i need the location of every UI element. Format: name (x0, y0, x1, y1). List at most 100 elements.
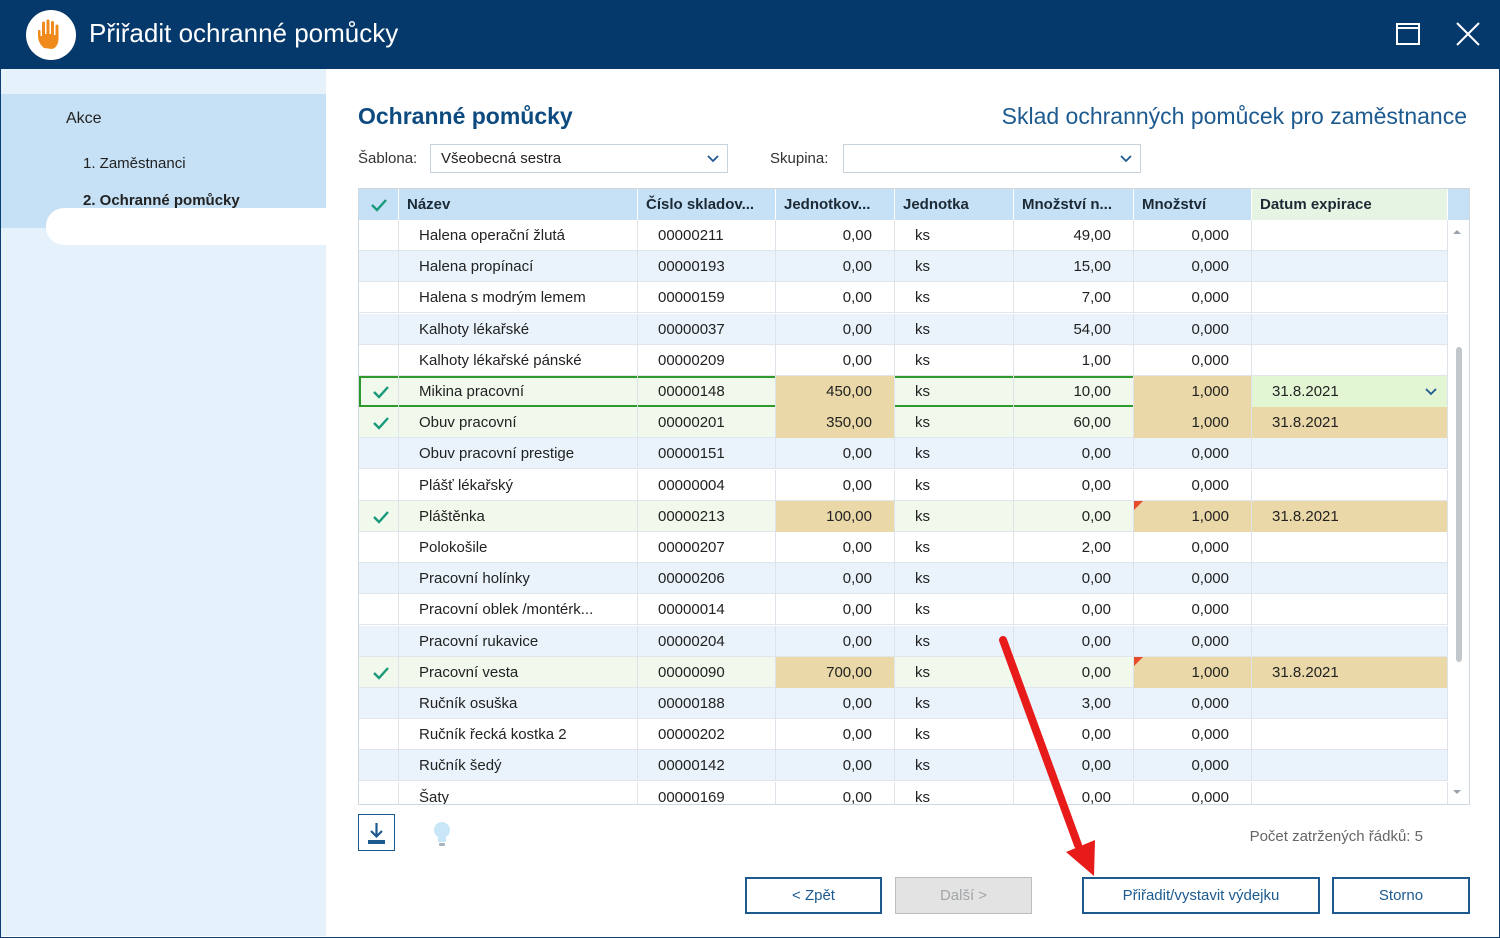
table-row[interactable]: Ručník šedý 00000142 0,00 ks 0,00 0,000 (359, 750, 1448, 782)
cell-number[interactable]: 00000014 (638, 594, 776, 626)
cell-unit[interactable]: ks (895, 656, 1014, 688)
cell-qty[interactable]: 0,000 (1134, 781, 1252, 804)
column-header-name[interactable]: Název (399, 189, 638, 220)
close-icon[interactable] (1448, 14, 1488, 54)
cell-stock-qty[interactable]: 0,00 (1014, 438, 1134, 470)
row-checkbox[interactable] (359, 532, 399, 563)
table-row[interactable]: Pláštěnka 00000213 100,00 ks 0,00 1,000 31.8.2… (359, 500, 1448, 532)
cell-unit-price[interactable]: 0,00 (776, 594, 895, 626)
cell-name[interactable]: Halena s modrým lemem (399, 282, 638, 314)
cell-qty[interactable]: 0,000 (1134, 313, 1252, 345)
cell-unit[interactable]: ks (895, 344, 1014, 376)
cell-number[interactable]: 00000169 (638, 781, 776, 804)
row-checkbox[interactable] (359, 344, 399, 376)
table-row[interactable]: Halena s modrým lemem 00000159 0,00 ks 7,00 0… (359, 282, 1448, 314)
cell-unit[interactable]: ks (895, 781, 1014, 804)
cell-name[interactable]: Halena propínací (399, 251, 638, 283)
sidebar-item-protective-equipment[interactable]: 2. Ochranné pomůcky (83, 192, 240, 209)
cell-stock-qty[interactable]: 0,00 (1014, 781, 1134, 804)
cell-unit[interactable]: ks (895, 220, 1014, 251)
table-row[interactable]: Kalhoty lékařské pánské 00000209 0,00 ks 1,0… (359, 344, 1448, 376)
cell-unit[interactable]: ks (895, 376, 1014, 407)
cell-qty[interactable]: 0,000 (1134, 563, 1252, 595)
cell-number[interactable]: 00000148 (638, 376, 776, 407)
maximize-icon[interactable] (1388, 14, 1428, 54)
cell-qty[interactable]: 0,000 (1134, 750, 1252, 782)
cell-number[interactable]: 00000159 (638, 282, 776, 314)
row-checkbox[interactable] (359, 781, 399, 804)
cell-unit-price[interactable]: 0,00 (776, 532, 895, 563)
cell-expiry[interactable] (1252, 719, 1448, 751)
row-checkbox[interactable] (359, 563, 399, 595)
cell-number[interactable]: 00000211 (638, 220, 776, 251)
cell-qty[interactable]: 0,000 (1134, 532, 1252, 563)
cell-unit[interactable]: ks (895, 500, 1014, 532)
cell-stock-qty[interactable]: 0,00 (1014, 594, 1134, 626)
row-checkbox[interactable] (359, 500, 399, 532)
cell-expiry[interactable] (1252, 282, 1448, 314)
row-checkbox[interactable] (359, 750, 399, 782)
cell-stock-qty[interactable]: 0,00 (1014, 500, 1134, 532)
table-row[interactable]: Plášť lékařský 00000004 0,00 ks 0,00 0,000 (359, 469, 1448, 501)
table-row[interactable]: Ručník osuška 00000188 0,00 ks 3,00 0,000 (359, 688, 1448, 719)
column-header-number[interactable]: Číslo skladov... (638, 189, 776, 220)
cell-unit-price[interactable]: 0,00 (776, 719, 895, 751)
cell-unit[interactable]: ks (895, 407, 1014, 439)
cell-number[interactable]: 00000037 (638, 313, 776, 345)
cell-number[interactable]: 00000213 (638, 500, 776, 532)
row-checkbox[interactable] (359, 656, 399, 688)
cell-unit-price[interactable]: 0,00 (776, 282, 895, 314)
cell-qty[interactable]: 1,000 (1134, 376, 1252, 407)
cancel-button[interactable]: Storno (1332, 877, 1470, 914)
cell-qty[interactable]: 1,000 (1134, 656, 1252, 688)
cell-unit-price[interactable]: 0,00 (776, 625, 895, 657)
assign-issue-button[interactable]: Přiřadit/vystavit výdejku (1082, 877, 1320, 914)
row-checkbox[interactable] (359, 438, 399, 470)
next-button[interactable]: Další > (895, 877, 1032, 914)
cell-unit[interactable]: ks (895, 313, 1014, 345)
cell-unit-price[interactable]: 0,00 (776, 469, 895, 501)
cell-unit-price[interactable]: 450,00 (776, 376, 895, 407)
cell-expiry[interactable] (1252, 625, 1448, 657)
cell-unit[interactable]: ks (895, 532, 1014, 563)
group-select[interactable] (843, 144, 1141, 173)
table-row[interactable]: Polokošile 00000207 0,00 ks 2,00 0,000 (359, 532, 1448, 563)
cell-unit[interactable]: ks (895, 750, 1014, 782)
cell-name[interactable]: Halena operační žlutá (399, 220, 638, 251)
row-checkbox[interactable] (359, 469, 399, 501)
cell-qty[interactable]: 0,000 (1134, 625, 1252, 657)
cell-stock-qty[interactable]: 0,00 (1014, 719, 1134, 751)
cell-name[interactable]: Obuv pracovní prestige (399, 438, 638, 470)
row-checkbox[interactable] (359, 407, 399, 439)
cell-name[interactable]: Ručník osuška (399, 688, 638, 719)
cell-qty[interactable]: 0,000 (1134, 282, 1252, 314)
cell-number[interactable]: 00000004 (638, 469, 776, 501)
cell-name[interactable]: Pracovní oblek /montérk... (399, 594, 638, 626)
cell-unit-price[interactable]: 0,00 (776, 344, 895, 376)
cell-qty[interactable]: 0,000 (1134, 688, 1252, 719)
cell-unit-price[interactable]: 0,00 (776, 251, 895, 283)
cell-name[interactable]: Kalhoty lékařské pánské (399, 344, 638, 376)
cell-qty[interactable]: 0,000 (1134, 438, 1252, 470)
column-header-unit-price[interactable]: Jednotkov... (776, 189, 895, 220)
cell-number[interactable]: 00000090 (638, 656, 776, 688)
cell-name[interactable]: Pláštěnka (399, 500, 638, 532)
cell-stock-qty[interactable]: 49,00 (1014, 220, 1134, 251)
cell-stock-qty[interactable]: 0,00 (1014, 656, 1134, 688)
cell-unit-price[interactable]: 350,00 (776, 407, 895, 439)
cell-expiry[interactable] (1252, 251, 1448, 283)
cell-unit[interactable]: ks (895, 719, 1014, 751)
cell-name[interactable]: Polokošile (399, 532, 638, 563)
scroll-thumb[interactable] (1456, 347, 1462, 662)
cell-qty[interactable]: 1,000 (1134, 407, 1252, 439)
cell-number[interactable]: 00000204 (638, 625, 776, 657)
table-row[interactable]: Obuv pracovní prestige 00000151 0,00 ks 0,00… (359, 438, 1448, 470)
row-checkbox[interactable] (359, 313, 399, 345)
cell-number[interactable]: 00000142 (638, 750, 776, 782)
table-row[interactable]: Mikina pracovní 00000148 450,00 ks 10,00 1,00… (359, 376, 1448, 407)
table-row[interactable]: Halena operační žlutá 00000211 0,00 ks 49,00… (359, 220, 1448, 251)
cell-unit-price[interactable]: 0,00 (776, 781, 895, 804)
cell-name[interactable]: Kalhoty lékařské (399, 313, 638, 345)
cell-expiry[interactable] (1252, 532, 1448, 563)
row-checkbox[interactable] (359, 251, 399, 283)
